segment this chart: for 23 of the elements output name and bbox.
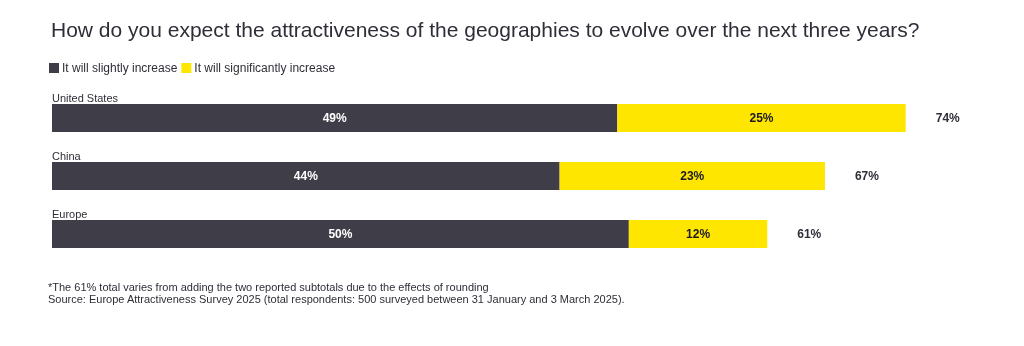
data-label: 23% [680,169,705,183]
bar [52,220,629,248]
bar [52,162,560,190]
text: *The 61% total varies from adding the two reported subtotals due to the effects of rounding [48,280,489,293]
data-label: 50% [328,227,353,241]
data-label: 25% [749,111,774,125]
data-label: 44% [293,169,319,183]
total-label: 74% [935,111,961,125]
total-label: 67% [854,169,880,183]
data-label: 49% [322,111,347,125]
bar [559,162,825,190]
source-note: Source: Europe Attractiveness Survey 2025 (total respondents: 500 surveyed between 31 January and 3 March 2025). [48,292,625,305]
bar [52,104,618,132]
data-label: 12% [686,227,711,241]
y-tick-label: United States [52,91,119,104]
legend-label: It will slightly increase [62,61,178,75]
bar [617,104,906,132]
y-tick-label: China [52,149,82,162]
bar [628,220,768,248]
total-label: 61% [797,227,822,241]
legend-label: It will significantly increase [194,61,336,75]
y-tick-label: Europe [52,207,88,220]
chart-title: How do you expect the attractiveness of the geographies to evolve over the next three years? [51,18,920,41]
